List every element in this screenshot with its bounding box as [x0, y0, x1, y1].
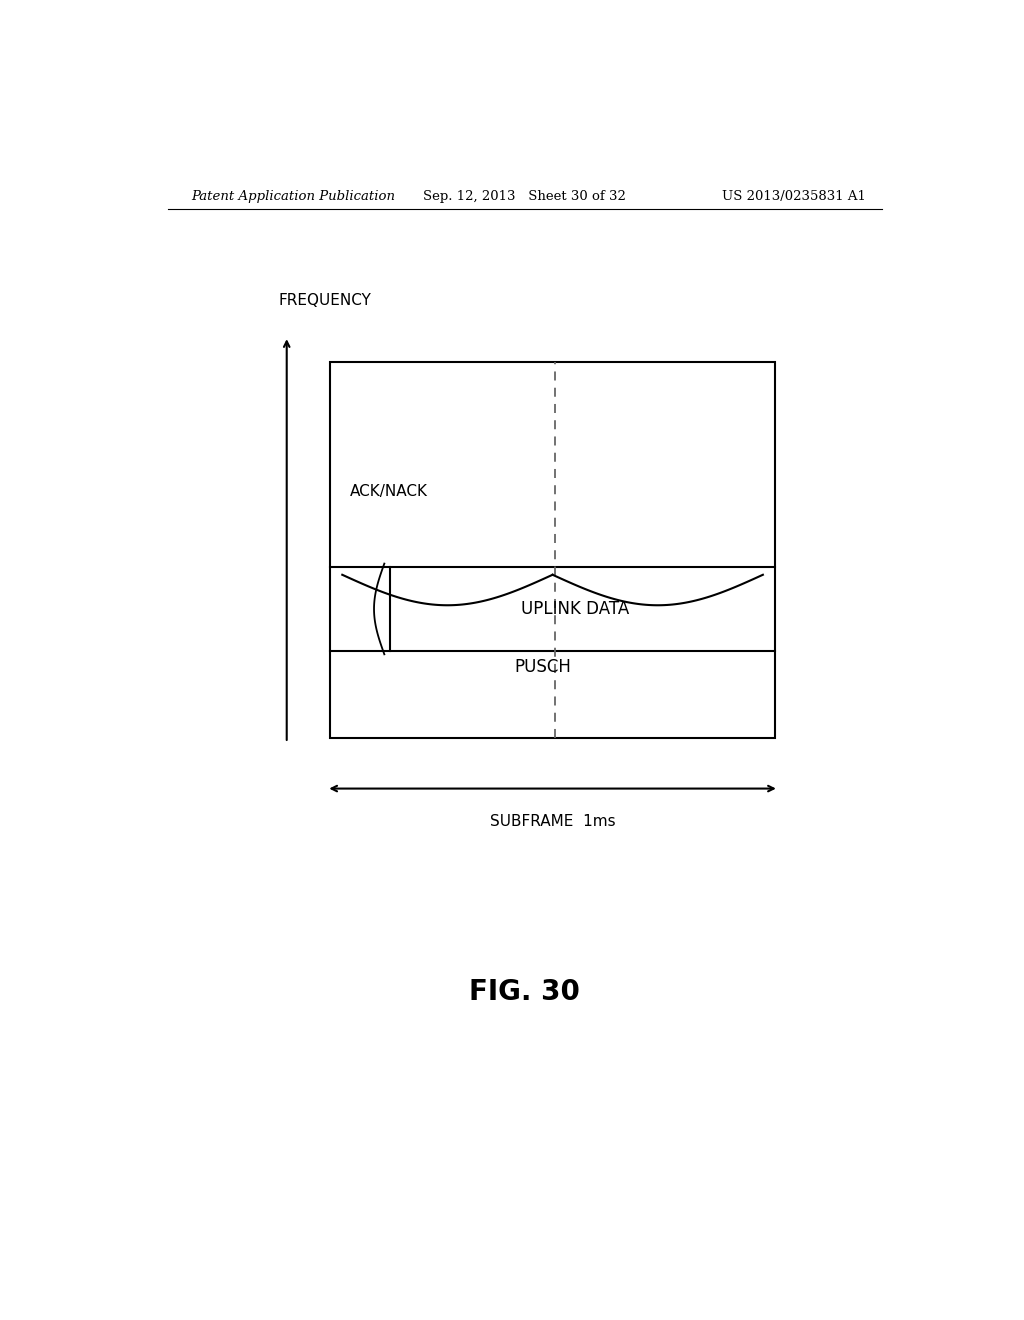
Text: Sep. 12, 2013   Sheet 30 of 32: Sep. 12, 2013 Sheet 30 of 32 — [423, 190, 627, 202]
Text: FREQUENCY: FREQUENCY — [279, 293, 372, 308]
Text: FIG. 30: FIG. 30 — [469, 978, 581, 1006]
Text: UPLINK DATA: UPLINK DATA — [520, 601, 629, 618]
Text: SUBFRAME  1ms: SUBFRAME 1ms — [489, 813, 615, 829]
Text: PUSCH: PUSCH — [514, 659, 571, 676]
Text: ACK/NACK: ACK/NACK — [350, 483, 428, 499]
Text: Patent Application Publication: Patent Application Publication — [191, 190, 395, 202]
Bar — [331, 362, 775, 738]
Text: US 2013/0235831 A1: US 2013/0235831 A1 — [722, 190, 866, 202]
